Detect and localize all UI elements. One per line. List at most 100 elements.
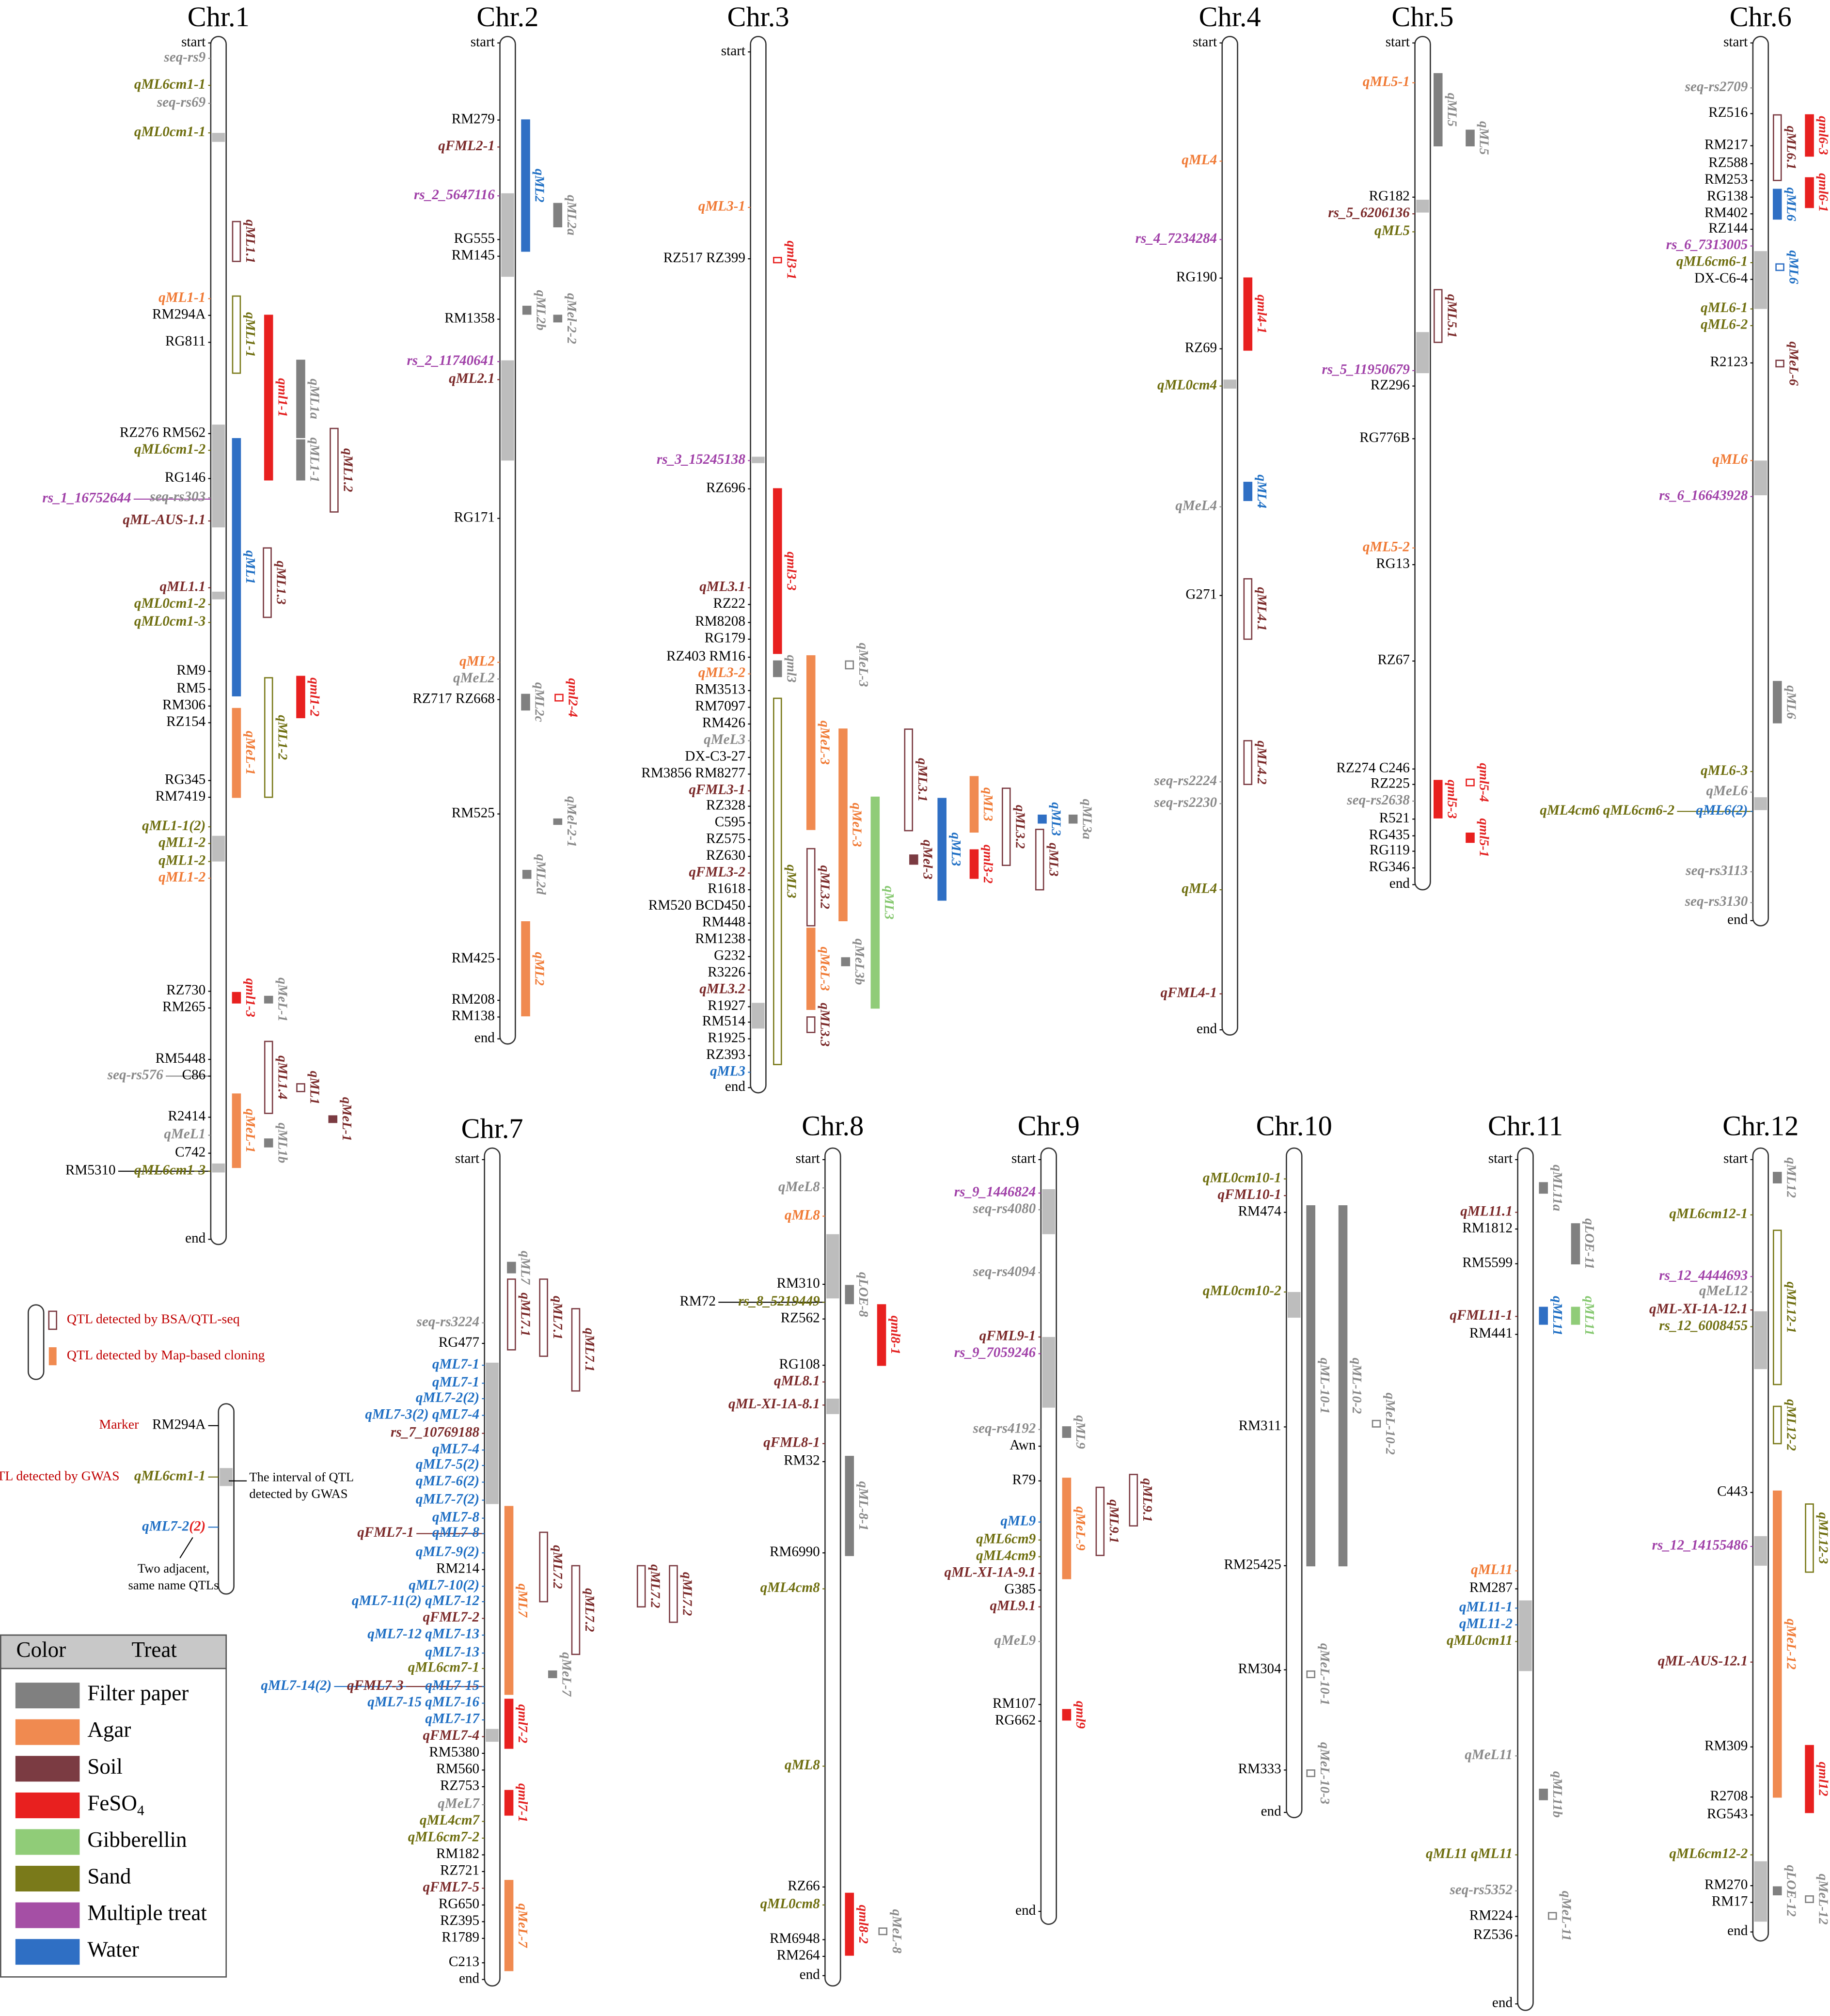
gwas-interval: [1754, 1311, 1767, 1370]
marker-label: RM311: [1239, 1418, 1281, 1433]
chromosome: [1221, 35, 1238, 1036]
qtl-bar-label: qML9.1: [1106, 1499, 1121, 1543]
qtl-bar-label: qMel-2-1: [564, 796, 579, 847]
key-filled-bar: [48, 1347, 57, 1366]
chromosome-title: Chr.4: [1199, 1, 1261, 32]
qtl-bar: [1466, 833, 1475, 843]
legend-label-text: Gibberellin: [87, 1827, 187, 1852]
qtl-bar-label: qMeL-10-3: [1317, 1742, 1332, 1804]
qtl-bar: [1038, 814, 1047, 824]
qtl-bar: [1306, 1670, 1315, 1678]
qtl-label: qML0cm11: [1447, 1633, 1513, 1648]
qtl-bar: [522, 869, 532, 879]
marker-label: C213: [449, 1954, 479, 1969]
qtl-label: qML1.1: [160, 579, 206, 595]
legend-swatch: [15, 1792, 80, 1818]
qtl-bar-label: qMeL-1: [275, 977, 290, 1022]
marker-label: R1927: [708, 998, 745, 1013]
qtl-bar: [296, 676, 305, 719]
qtl-label: qML8: [785, 1757, 820, 1773]
qtl-bar-label: qMeL-9: [1073, 1506, 1088, 1550]
marker-label: RM402: [1704, 205, 1748, 220]
marker-label: RM17: [1712, 1893, 1748, 1909]
qtl-label: qML6cm1-1: [134, 1468, 205, 1484]
qtl-bar-label: qML12-2: [1783, 1399, 1798, 1451]
marker-label: RG182: [1369, 188, 1410, 204]
qtl-bar-label: qml6-3: [1816, 116, 1830, 155]
qtl-bar: [522, 305, 532, 315]
chromosome: [1040, 1147, 1057, 1925]
qtl-label: seq-rs69: [157, 94, 206, 110]
qtl-bar-label: qml3-3: [784, 551, 799, 590]
marker-label: RM520 BCD450: [648, 898, 745, 913]
marker-label: R2123: [1710, 354, 1748, 370]
marker-label: RM310: [777, 1276, 820, 1291]
marker-label: RM145: [452, 247, 495, 263]
marker-label: end: [725, 1079, 746, 1094]
gwas-interval: [212, 133, 225, 142]
chromosome: [1414, 35, 1431, 891]
marker-label: RM474: [1238, 1203, 1282, 1219]
qtl-bar: [1372, 1419, 1381, 1428]
marker-label: RM32: [784, 1453, 820, 1468]
qtl-label: qFML7-5: [423, 1879, 479, 1895]
qtl-bar: [296, 1083, 305, 1092]
qtl-bar: [264, 1138, 273, 1148]
qtl-label: qML1-2: [158, 835, 205, 850]
qtl-bar-label: qML1-1: [243, 312, 258, 357]
marker-label: start: [1488, 1151, 1513, 1166]
qtl-label: rs_2_11740641: [407, 353, 494, 368]
marker-label: RM107: [993, 1696, 1036, 1711]
qtl-bar: [232, 1093, 241, 1168]
chromosome: [210, 36, 227, 1245]
qtl-label: qML5-2: [1363, 539, 1410, 554]
qtl-bar: [507, 1278, 516, 1351]
marker-label: start: [1011, 1151, 1036, 1166]
qtl-label: qML6cm9: [976, 1531, 1036, 1546]
qtl-bar-label: qML12-1: [1783, 1282, 1798, 1334]
chromosome-title: Chr.7: [461, 1113, 523, 1144]
marker-label: RG346: [1369, 859, 1410, 875]
qtl-bar: [296, 439, 305, 481]
marker-label: RM279: [452, 111, 495, 126]
qtl-bar-label: qMeL-10-2: [1383, 1393, 1398, 1455]
qtl-bar: [504, 1699, 514, 1749]
qtl-label: qML6: [1712, 452, 1748, 467]
qtl-bar: [554, 693, 564, 702]
qtl-bar: [1062, 1709, 1072, 1721]
qtl-bar-label: qMel-2-2: [564, 293, 579, 344]
marker-label: RZ730: [166, 982, 205, 998]
marker-label: RM8208: [695, 614, 745, 629]
qtl-label: qML7-11(2) qML7-12: [352, 1593, 479, 1608]
qtl-bar: [553, 315, 563, 323]
qtl-bar: [1001, 788, 1011, 866]
qtl-bar-label: qMeL-1: [339, 1097, 354, 1141]
qtl-bar: [878, 1927, 887, 1936]
gwas-interval: [212, 835, 225, 862]
qtl-label: qFML10-1: [1218, 1187, 1281, 1202]
qtl-label: seq-rs5352: [1449, 1882, 1513, 1897]
marker-label: RZ154: [166, 714, 205, 729]
qtl-bar-label: qML3.2: [1012, 805, 1027, 849]
marker-label: end: [1389, 876, 1410, 891]
qtl-label: qML1-1: [158, 290, 205, 305]
marker-label: G232: [714, 948, 745, 963]
qtl-label: qFML7-2: [423, 1609, 479, 1625]
qtl-bar-label: qml2-4: [566, 678, 581, 717]
key-text: QTL detected by Map-based cloning: [67, 1348, 265, 1363]
key-note: Two adjacent,: [138, 1561, 209, 1575]
qtl-bar: [232, 708, 241, 798]
qtl-label: qML7-7(2): [416, 1491, 479, 1507]
marker-label: RM6990: [770, 1544, 820, 1559]
marker-label: RM5: [176, 680, 205, 696]
qtl-label: seq-rs2638: [1346, 792, 1410, 808]
legend-label-text: Sand: [87, 1864, 131, 1889]
qtl-bar: [1062, 1426, 1072, 1438]
key-text: Marker: [99, 1417, 139, 1432]
qtl-bar: [841, 957, 851, 966]
qtl-bar: [636, 1565, 646, 1608]
qtl-bar-label: qML3: [1049, 802, 1064, 836]
legend-header-text: Color: [16, 1638, 66, 1662]
qtl-label: qMeL11: [1465, 1747, 1513, 1763]
qtl-bar-label: qML11b: [1550, 1771, 1565, 1818]
